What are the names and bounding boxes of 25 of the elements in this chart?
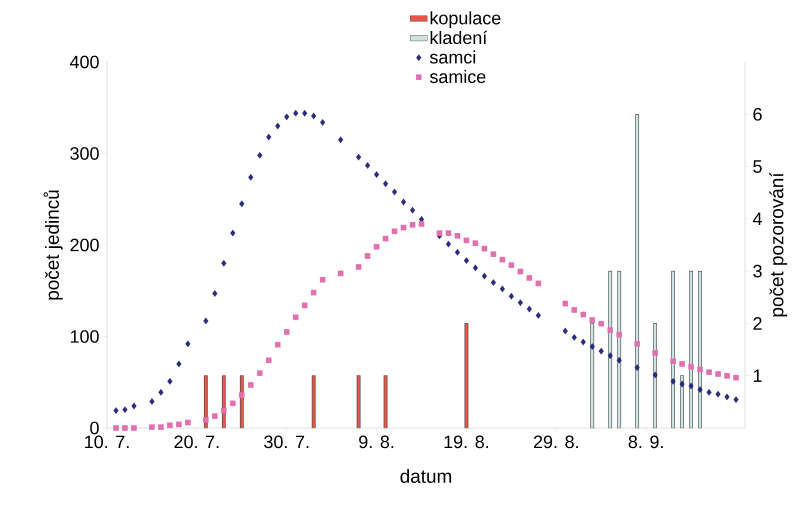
legend-label: kopulace [430, 11, 500, 28]
y2-tick-label: 4 [752, 212, 762, 226]
x-tick-label: 29. 8. [534, 436, 578, 448]
y-axis-title: počet jedinců [44, 190, 63, 300]
y2-tick-label: 3 [753, 264, 762, 278]
y-tick-label: 0 [90, 422, 99, 434]
x-tick-label: 30. 7. [264, 436, 308, 448]
y-tick-label: 400 [70, 56, 99, 68]
legend-label: kladení [430, 30, 488, 44]
y-tick-label: 200 [70, 238, 99, 252]
y2-tick-label: 6 [753, 108, 762, 121]
y2-tick-label: 1 [754, 370, 762, 382]
legend-label: samci [430, 50, 476, 64]
x-tick-label: 8. 9. [628, 436, 663, 448]
x-tick-label: 10. 7. [85, 436, 129, 448]
x-axis-title: datum [400, 469, 452, 483]
x-tick-label: 20. 7. [174, 436, 218, 448]
y2-axis-title: počet pozorování [769, 172, 788, 316]
y-tick-label: 100 [70, 330, 99, 343]
x-tick-label: 9. 8. [359, 436, 394, 448]
y2-tick-label: 5 [753, 160, 762, 173]
y2-tick-label: 2 [753, 317, 762, 330]
legend-label: samice [430, 70, 486, 84]
x-tick-label: 19. 8. [444, 436, 488, 448]
y-tick-label: 300 [70, 147, 99, 160]
